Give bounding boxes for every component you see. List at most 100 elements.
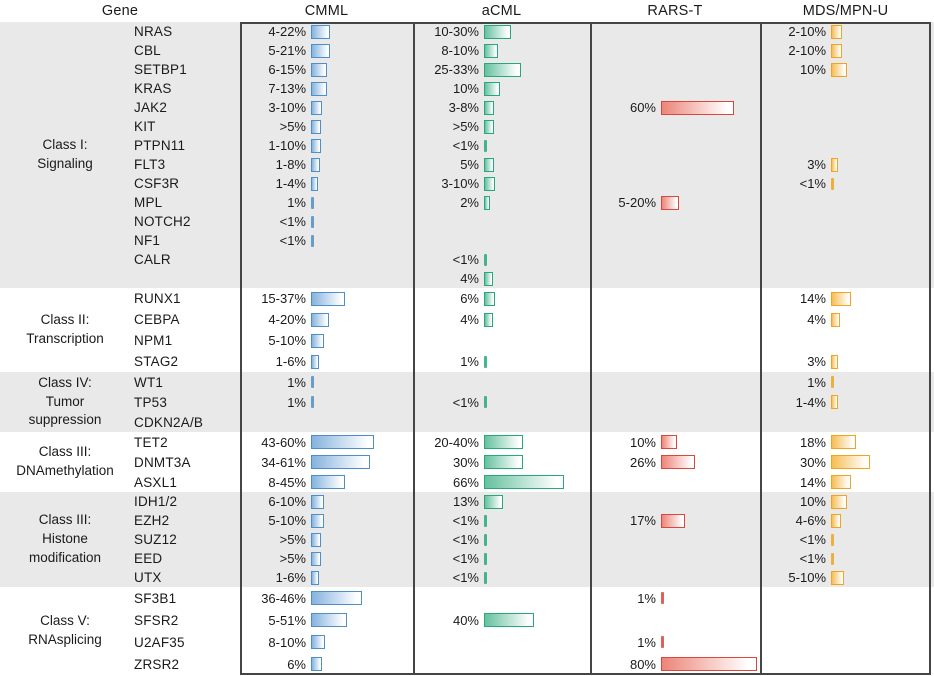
freq-bar: [311, 532, 321, 547]
freq-cell-acml: <1%: [413, 511, 590, 530]
freq-bar-tick: [484, 514, 487, 527]
freq-cell-mdsmpnu: 4-6%: [760, 511, 931, 530]
class-label-line: Class IV:: [38, 374, 92, 390]
freq-bar: [484, 81, 500, 96]
freq-bar: [311, 176, 318, 191]
freq-cell-cmml: 43-60%: [240, 432, 413, 452]
freq-value: 7-13%: [268, 81, 306, 96]
freq-cell-acml: [413, 231, 590, 250]
gene-label: CALR: [134, 252, 171, 267]
freq-cell-rarst: [590, 351, 760, 372]
freq-bar: [831, 570, 844, 585]
freq-value: 18%: [799, 434, 826, 450]
freq-cell-mdsmpnu: [760, 412, 931, 432]
freq-value: 2%: [460, 195, 479, 210]
gene-label: MPL: [134, 195, 163, 210]
freq-bar: [831, 435, 856, 449]
freq-bar: [311, 570, 319, 585]
freq-cell-cmml: >5%: [240, 117, 413, 136]
freq-value: <1%: [452, 532, 479, 547]
freq-cell-rarst: [590, 231, 760, 250]
freq-cell-acml: 13%: [413, 492, 590, 511]
freq-cell-acml: [413, 631, 590, 653]
gene-label: ASXL1: [134, 474, 178, 490]
freq-bar: [484, 291, 495, 306]
freq-bar: [311, 24, 330, 39]
freq-value: 40%: [452, 612, 479, 628]
freq-cell-acml: [413, 412, 590, 432]
class-label-line: Class III:: [38, 444, 92, 460]
freq-value: 66%: [452, 474, 479, 490]
freq-cell-mdsmpnu: 30%: [760, 452, 931, 472]
freq-bar-tick: [484, 552, 487, 565]
freq-cell-acml: [413, 330, 590, 351]
freq-bar: [831, 395, 838, 409]
freq-bar: [484, 613, 534, 627]
freq-cell-rarst: [590, 412, 760, 432]
freq-cell-acml: [413, 372, 590, 392]
gene-label: CBL: [134, 43, 161, 58]
freq-bar-tick: [831, 552, 834, 565]
gene-label: CEBPA: [134, 312, 180, 327]
freq-cell-mdsmpnu: [760, 631, 931, 653]
freq-value: 1-8%: [275, 157, 306, 172]
freq-bar: [311, 157, 320, 172]
freq-bar-tick: [831, 177, 834, 190]
freq-cell-cmml: 6-10%: [240, 492, 413, 511]
freq-value: 15-37%: [261, 291, 306, 306]
gene-label: UTX: [134, 570, 162, 585]
freq-cell-acml: 2%: [413, 193, 590, 212]
freq-value: <1%: [279, 233, 306, 248]
gene-label: TP53: [134, 394, 168, 410]
gene-label: SETBP1: [134, 62, 187, 77]
freq-cell-cmml: 1%: [240, 193, 413, 212]
freq-value: <1%: [799, 532, 826, 547]
freq-cell-mdsmpnu: [760, 609, 931, 631]
freq-cell-cmml: 36-46%: [240, 587, 413, 609]
freq-bar-tick: [311, 376, 314, 388]
freq-cell-acml: [413, 653, 590, 675]
class-label-line: DNAmethylation: [16, 463, 114, 478]
freq-bar-tick: [661, 636, 664, 648]
freq-cell-rarst: [590, 309, 760, 330]
freq-bar: [311, 613, 347, 627]
class-label-line: Class II:: [40, 312, 90, 328]
freq-bar-tick: [311, 215, 314, 228]
freq-bar: [311, 435, 374, 449]
freq-cell-rarst: 1%: [590, 631, 760, 653]
gene-label: RUNX1: [134, 291, 181, 306]
freq-bar: [484, 100, 494, 115]
freq-bar: [484, 455, 523, 469]
freq-cell-rarst: [590, 22, 760, 41]
freq-value: >5%: [279, 532, 306, 547]
freq-cell-cmml: 7-13%: [240, 79, 413, 98]
freq-value: >5%: [452, 119, 479, 134]
freq-cell-mdsmpnu: [760, 250, 931, 269]
freq-cell-cmml: 5-10%: [240, 511, 413, 530]
freq-bar: [311, 455, 370, 469]
gene-label: SUZ12: [134, 532, 178, 547]
freq-bar: [484, 176, 495, 191]
freq-cell-mdsmpnu: [760, 212, 931, 231]
freq-cell-acml: <1%: [413, 392, 590, 412]
gene-label: EED: [134, 551, 163, 566]
freq-cell-mdsmpnu: 14%: [760, 472, 931, 492]
freq-value: <1%: [452, 252, 479, 267]
freq-cell-acml: 30%: [413, 452, 590, 472]
freq-value: 2-10%: [788, 24, 826, 39]
freq-cell-acml: 3-10%: [413, 174, 590, 193]
freq-bar: [311, 138, 321, 153]
gene-column-header: Gene: [0, 0, 240, 22]
freq-bar-tick: [831, 376, 834, 388]
freq-cell-cmml: 1-4%: [240, 174, 413, 193]
column-header-mdsmpnu: MDS/MPN-U: [802, 3, 889, 19]
freq-cell-acml: 8-10%: [413, 41, 590, 60]
freq-cell-rarst: [590, 288, 760, 309]
freq-cell-rarst: [590, 155, 760, 174]
freq-cell-acml: 10-30%: [413, 22, 590, 41]
class-label: Class V: RNAsplicing: [0, 587, 130, 675]
gene-label: KRAS: [134, 81, 172, 96]
freq-bar: [484, 24, 511, 39]
freq-value: 3%: [807, 354, 826, 369]
freq-cell-cmml: 1-10%: [240, 136, 413, 155]
